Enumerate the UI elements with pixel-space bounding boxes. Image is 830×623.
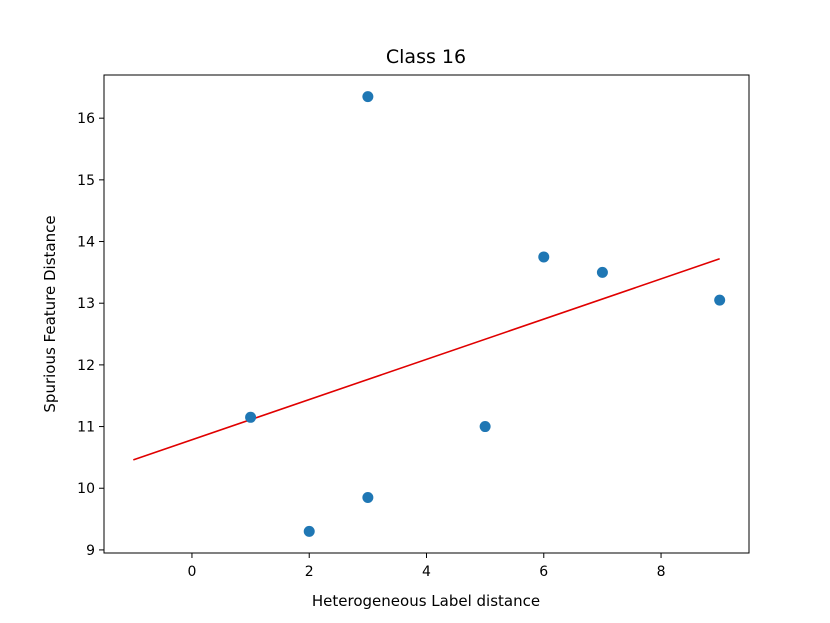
y-tick-label: 12 (77, 358, 95, 374)
x-axis-label: Heterogeneous Label distance (312, 592, 540, 610)
data-point (303, 525, 315, 537)
x-tick-label: 2 (305, 564, 314, 580)
x-axis: 0 2 4 6 8 (187, 553, 666, 580)
x-tick-label: 4 (422, 564, 431, 580)
data-point (596, 266, 608, 278)
data-point (479, 421, 491, 433)
x-tick-label: 0 (187, 564, 196, 580)
data-point (245, 411, 257, 423)
chart-title: Class 16 (386, 46, 466, 68)
x-tick-label: 8 (657, 564, 666, 580)
y-tick-label: 14 (77, 235, 95, 251)
trend-line-layer (133, 258, 720, 461)
x-tick-label: 6 (539, 564, 548, 580)
y-tick-label: 10 (77, 481, 95, 497)
data-point (362, 491, 374, 503)
data-point (714, 294, 726, 306)
y-axis-label: Spurious Feature Distance (41, 215, 59, 412)
data-point (538, 251, 550, 263)
plot-area (103, 74, 750, 554)
y-tick-label: 16 (77, 111, 95, 127)
y-axis: 9 10 11 12 13 14 15 16 (77, 111, 104, 559)
data-points-layer (245, 91, 726, 537)
y-tick-label: 11 (77, 420, 95, 436)
data-point (362, 91, 374, 103)
trend-line (133, 258, 720, 461)
y-tick-label: 9 (86, 543, 95, 559)
y-tick-label: 15 (77, 173, 95, 189)
y-tick-label: 13 (77, 296, 95, 312)
